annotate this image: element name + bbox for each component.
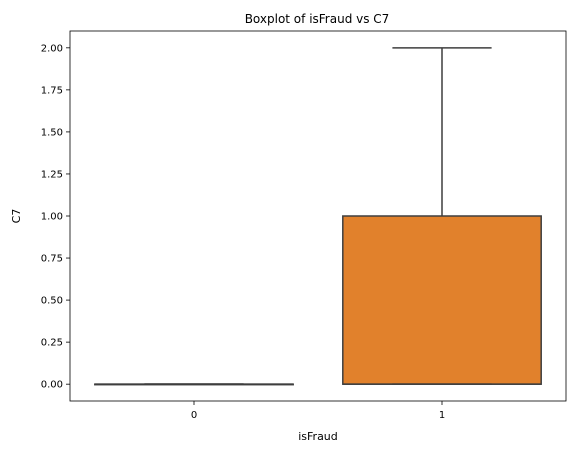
chart-title: Boxplot of isFraud vs C7 [245,12,390,26]
plot-frame [69,30,567,402]
y-tick-label: 1.25 [41,169,63,180]
box-0 [94,383,294,386]
y-tick-label: 0.25 [41,338,63,349]
y-axis: 0.00 0.25 0.50 0.75 1.00 1.25 1.50 1.75 2.00 [41,43,70,391]
x-tick-label: 0 [191,410,197,421]
y-tick-label: 1.75 [41,85,63,96]
y-tick-label: 0.00 [41,380,63,391]
x-tick-label: 1 [439,410,445,421]
x-axis-label: isFraud [298,430,338,443]
y-tick-label: 0.75 [41,254,63,265]
y-tick-label: 2.00 [41,43,63,54]
boxes [94,47,542,386]
y-tick-label: 1.50 [41,127,63,138]
y-axis-label: C7 [10,209,23,224]
box-body [342,215,542,385]
y-tick-label: 0.50 [41,296,63,307]
box-1 [342,47,542,385]
y-tick-label: 1.00 [41,212,63,223]
